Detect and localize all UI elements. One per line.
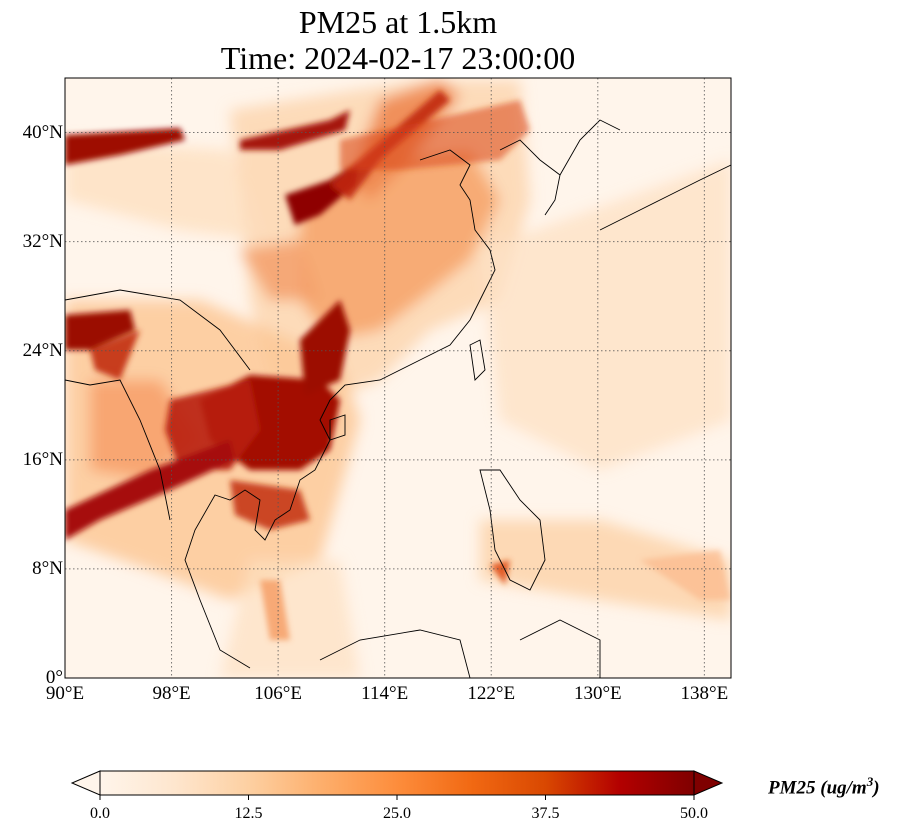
lat-label-1: 8°N: [32, 557, 63, 579]
lat-label-2: 16°N: [22, 448, 63, 470]
colorbar-tick-label-4: 50.0: [680, 805, 708, 822]
map-subtitle: Time: 2024-02-17 23:00:00: [220, 40, 576, 76]
colorbar-extend-max: [693, 770, 724, 796]
lat-label-4: 32°N: [22, 230, 63, 252]
lon-label-1: 98°E: [152, 683, 191, 704]
pm25-field: [65, 78, 731, 678]
colorbar-tick-label-1: 12.5: [234, 805, 263, 822]
colorbar: [70, 770, 724, 800]
lon-label-0: 90°E: [45, 683, 85, 704]
colorbar-label: PM25 (ug/m3): [768, 774, 880, 799]
lon-label-2: 106°E: [254, 683, 302, 704]
colorbar-tick-label-0: 0.0: [90, 805, 110, 822]
map-title: PM25 at 1.5km: [298, 4, 498, 40]
lon-label-5: 130°E: [573, 683, 622, 704]
colorbar-tick-label-2: 25.0: [383, 805, 411, 822]
lat-label-0: 0°: [45, 667, 63, 688]
lon-label-4: 122°E: [467, 683, 516, 704]
lat-label-5: 40°N: [22, 121, 63, 143]
colorbar-tick-label-3: 37.5: [531, 805, 560, 822]
coastlines: [65, 119, 731, 678]
colorbar-extend-min: [70, 770, 101, 796]
colorbar-gradient: [100, 771, 694, 795]
lon-label-3: 114°E: [361, 683, 409, 704]
lon-label-6: 138°E: [680, 683, 729, 704]
lat-label-3: 24°N: [22, 339, 63, 361]
map-frame: [64, 77, 732, 679]
